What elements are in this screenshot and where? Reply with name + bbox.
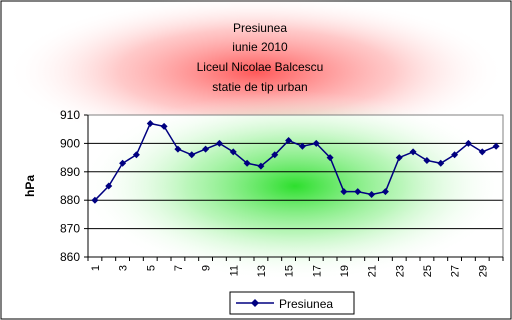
- data-point: [188, 151, 196, 159]
- x-tick-label: 21: [367, 265, 379, 277]
- y-axis-title: hPa: [23, 175, 37, 197]
- x-tick-label: 25: [422, 265, 434, 277]
- x-tick-label: 13: [256, 265, 268, 277]
- x-tick-label: 5: [145, 265, 157, 271]
- legend-marker: [251, 299, 259, 307]
- data-point: [368, 191, 376, 199]
- data-point: [409, 148, 417, 156]
- y-tick-label: 890: [60, 165, 80, 179]
- x-tick-label: 11: [228, 265, 240, 276]
- x-tick-label: 15: [284, 265, 296, 277]
- x-tick-labels: 1 3 5 7 9 11 13 15 17 19 21 23 25 27 29: [90, 265, 489, 277]
- data-point: [492, 142, 500, 150]
- axes: [84, 114, 504, 261]
- data-point: [395, 154, 403, 162]
- title-line-4: statie de tip urban: [212, 80, 307, 94]
- data-point: [464, 139, 472, 147]
- y-tick-label: 860: [60, 250, 80, 264]
- data-point: [312, 139, 320, 147]
- series: [91, 120, 500, 204]
- x-tick-label: 17: [311, 265, 323, 277]
- x-tick-label: 9: [201, 265, 213, 271]
- x-tick-label: 23: [394, 265, 406, 277]
- data-point: [91, 196, 99, 204]
- x-tick-label: 1: [90, 265, 102, 271]
- x-tick-label: 19: [339, 265, 351, 277]
- y-tick-labels: 860 870 880 890 900 910: [60, 108, 80, 264]
- data-point: [243, 159, 251, 167]
- data-point: [423, 156, 431, 164]
- legend-box: [229, 291, 355, 315]
- plot-area-glow: [80, 91, 510, 281]
- data-point: [298, 142, 306, 150]
- data-point: [271, 151, 279, 159]
- data-point: [285, 137, 293, 145]
- data-point: [478, 148, 486, 156]
- data-point: [160, 122, 168, 130]
- title-line-2: iunie 2010: [232, 40, 288, 54]
- y-tick-label: 870: [60, 222, 80, 236]
- x-tick-label: 3: [118, 265, 130, 271]
- x-tick-label: 7: [173, 265, 185, 271]
- title-line-3: Liceul Nicolae Balcescu: [197, 60, 324, 74]
- legend: Presiunea: [229, 291, 355, 315]
- data-point: [381, 188, 389, 196]
- data-point: [257, 162, 265, 170]
- x-tick-label: 29: [477, 265, 489, 277]
- data-point: [326, 154, 334, 162]
- data-point: [146, 120, 154, 128]
- x-tick-label: 27: [450, 265, 462, 277]
- chart-title: Presiunea iunie 2010 Liceul Nicolae Balc…: [197, 21, 324, 94]
- y-tick-label: 880: [60, 193, 80, 207]
- data-point: [451, 151, 459, 159]
- data-point: [202, 145, 210, 153]
- data-point: [105, 182, 113, 190]
- data-point: [215, 139, 223, 147]
- data-point: [229, 148, 237, 156]
- y-tick-label: 900: [60, 136, 80, 150]
- data-point: [119, 159, 127, 167]
- data-point: [174, 145, 182, 153]
- title-line-1: Presiunea: [233, 21, 287, 35]
- data-point: [132, 151, 140, 159]
- data-point: [354, 188, 362, 196]
- data-point: [340, 188, 348, 196]
- legend-label: Presiunea: [279, 297, 333, 311]
- data-point: [437, 159, 445, 167]
- y-tick-label: 910: [60, 108, 80, 122]
